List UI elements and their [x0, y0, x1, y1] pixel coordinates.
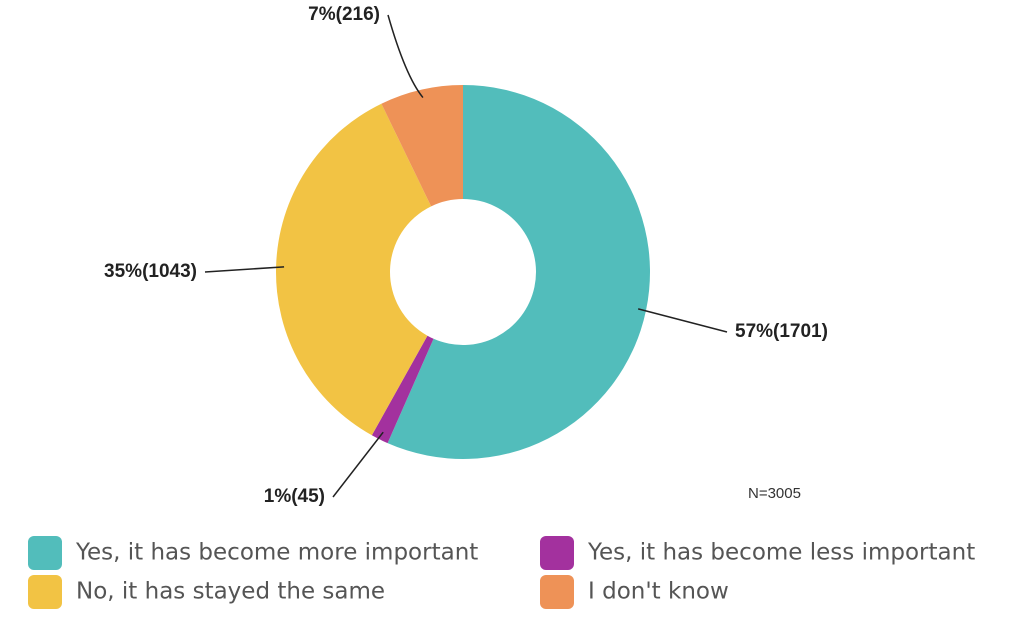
donut-slice: [381, 85, 463, 207]
sample-size: N=3005: [748, 485, 801, 502]
data-label: 57%(1701): [735, 321, 828, 342]
legend-swatch: [540, 536, 574, 570]
data-label: 7%(216): [308, 4, 380, 25]
leader-line: [637, 308, 728, 333]
legend-label: Yes, it has become more important: [75, 540, 478, 566]
leader-line: [387, 14, 424, 99]
legend-swatch: [540, 575, 574, 609]
donut-slice: [387, 85, 650, 460]
donut-slice: [276, 103, 432, 436]
legend-swatch: [28, 575, 62, 609]
legend-label: Yes, it has become less important: [587, 540, 975, 566]
legend-swatch: [28, 536, 62, 570]
legend-label: No, it has stayed the same: [76, 579, 385, 605]
data-label: 35%(1043): [104, 261, 197, 282]
donut-slice: [371, 335, 434, 444]
leader-line: [204, 266, 285, 273]
leader-line: [332, 431, 384, 498]
legend-label: I don't know: [588, 579, 729, 605]
data-label: 1%(45): [264, 486, 325, 507]
